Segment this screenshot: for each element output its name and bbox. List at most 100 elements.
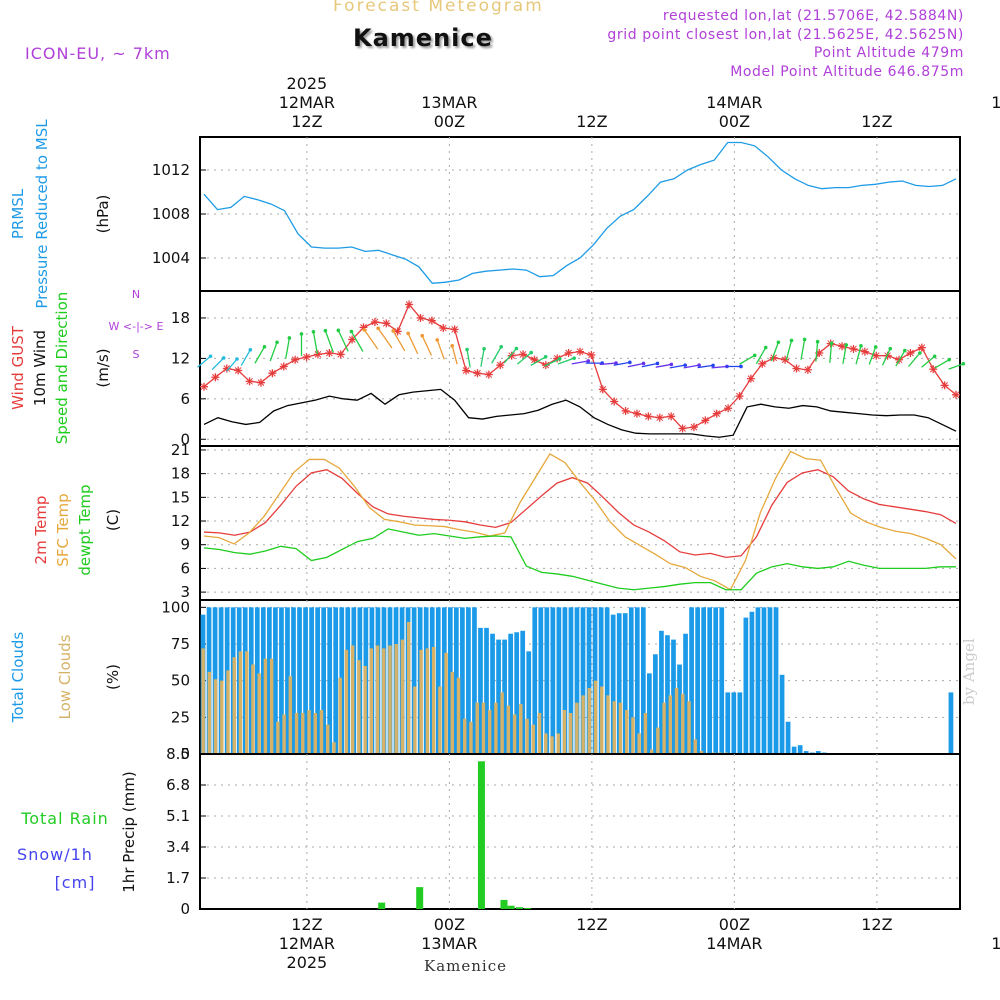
total-cloud-bar — [520, 630, 526, 754]
low-cloud-bar — [201, 648, 205, 754]
total-cloud-bar — [327, 607, 333, 754]
rain-bar — [500, 899, 508, 909]
total-cloud-bar — [604, 607, 610, 754]
point-altitude: Point Altitude 479m — [813, 45, 964, 61]
total-cloud-bar — [508, 633, 513, 754]
total-cloud-bar — [333, 607, 339, 754]
time-label-top: 00Z — [434, 112, 465, 131]
total-cloud-bar — [725, 692, 731, 754]
time-label-bottom: 13MAR — [421, 934, 477, 953]
low-cloud-bar — [631, 717, 635, 754]
total-cloud-bar — [478, 627, 483, 754]
compass-n: N — [132, 288, 140, 301]
low-cloud-bar — [257, 673, 261, 754]
time-label-top: 12Z — [291, 112, 322, 131]
low-cloud-bar — [394, 644, 398, 754]
total-cloud-bar — [622, 613, 628, 754]
gust-marker — [279, 362, 288, 371]
low-cloud-bar — [444, 652, 448, 754]
panel-clouds: 0 25 50 75 100 — [161, 598, 961, 763]
total-cloud-bar — [532, 607, 538, 754]
gust-marker — [291, 355, 300, 364]
gust-marker — [416, 313, 425, 322]
low-cloud-bar — [469, 721, 473, 754]
total-cloud-bar — [815, 751, 821, 754]
total-cloud-bar — [285, 607, 290, 754]
gust-marker — [496, 361, 505, 370]
wind-arrow — [613, 360, 632, 366]
total-cloud-bar — [490, 633, 495, 754]
low-cloud-bar — [625, 710, 629, 754]
gust-marker — [462, 366, 471, 375]
low-cloud-bar — [456, 677, 461, 754]
time-label-bottom: 15MAR — [991, 934, 1000, 953]
wind-arrow — [336, 328, 349, 352]
gust-marker — [724, 404, 733, 413]
low-cloud-bar — [375, 645, 380, 754]
y-tick-label: 18 — [171, 309, 190, 327]
total-cloud-bar — [586, 607, 592, 754]
total-cloud-bar — [695, 607, 700, 754]
y-tick-label: 6.8 — [166, 776, 190, 794]
gust-marker — [302, 353, 311, 362]
low-cloud-bar — [388, 645, 392, 754]
gust-marker — [587, 351, 596, 360]
wind-arrow — [599, 361, 618, 366]
wind-arrow — [516, 350, 533, 365]
low-cloud-bar — [550, 736, 554, 754]
total-cloud-bar — [785, 721, 791, 754]
wind-arrow — [420, 333, 433, 356]
wind-arrow — [376, 326, 393, 349]
wind-arrow — [669, 363, 687, 369]
low-cloud-bar — [294, 712, 299, 754]
low-cloud-bar — [618, 702, 623, 754]
y-tick-label: 1012 — [152, 161, 190, 179]
panel-frame — [199, 445, 961, 601]
wind-arrow — [491, 344, 503, 364]
total-cloud-bar — [526, 651, 532, 754]
gust-marker — [325, 349, 334, 357]
total-cloud-bar — [803, 751, 809, 754]
gust-marker — [758, 359, 767, 368]
time-label-bottom: 12Z — [576, 915, 607, 934]
total-cloud-bar — [453, 607, 459, 754]
gust-marker — [610, 397, 619, 406]
total-cloud-bar — [260, 607, 266, 754]
panel-temp: 3 6 9 12 15 18 21 — [171, 441, 961, 601]
gust-marker — [245, 377, 254, 386]
panel-precip: 0 1.7 3.4 5.1 6.8 8.5 — [166, 745, 961, 918]
label-dewpt-temp: dewpt Temp — [76, 484, 94, 575]
wind-arrow — [755, 345, 768, 365]
low-cloud-bar — [668, 695, 673, 754]
wind-arrow — [285, 336, 292, 359]
series-line-wind-gust — [203, 303, 957, 430]
compass-s: S — [133, 348, 140, 361]
rain-bar — [477, 761, 485, 909]
time-label-top: 13MAR — [421, 93, 477, 112]
panel-frame — [199, 753, 961, 910]
low-cloud-bar — [232, 657, 236, 754]
gust-marker — [860, 347, 869, 356]
wind-arrow — [948, 362, 966, 370]
gust-marker — [838, 342, 847, 351]
wind-arrow — [299, 332, 304, 356]
gust-marker — [644, 412, 653, 421]
rain-bar — [524, 908, 532, 909]
low-cloud-bar — [400, 639, 405, 754]
gust-marker — [519, 350, 528, 359]
gust-marker — [200, 382, 208, 391]
low-cloud-bar — [568, 712, 573, 754]
wind-arrow — [829, 341, 834, 363]
low-cloud-bar — [226, 670, 230, 754]
gust-marker — [211, 373, 220, 382]
low-cloud-bar — [357, 660, 361, 754]
gust-marker — [792, 364, 801, 373]
gust-marker — [689, 423, 698, 432]
gust-marker — [484, 370, 493, 379]
wind-arrow — [269, 340, 279, 362]
compass-we: W <-|-> E — [109, 320, 164, 333]
total-cloud-bar — [616, 613, 622, 754]
wind-arrow — [770, 340, 781, 362]
total-cloud-bar — [466, 607, 471, 754]
